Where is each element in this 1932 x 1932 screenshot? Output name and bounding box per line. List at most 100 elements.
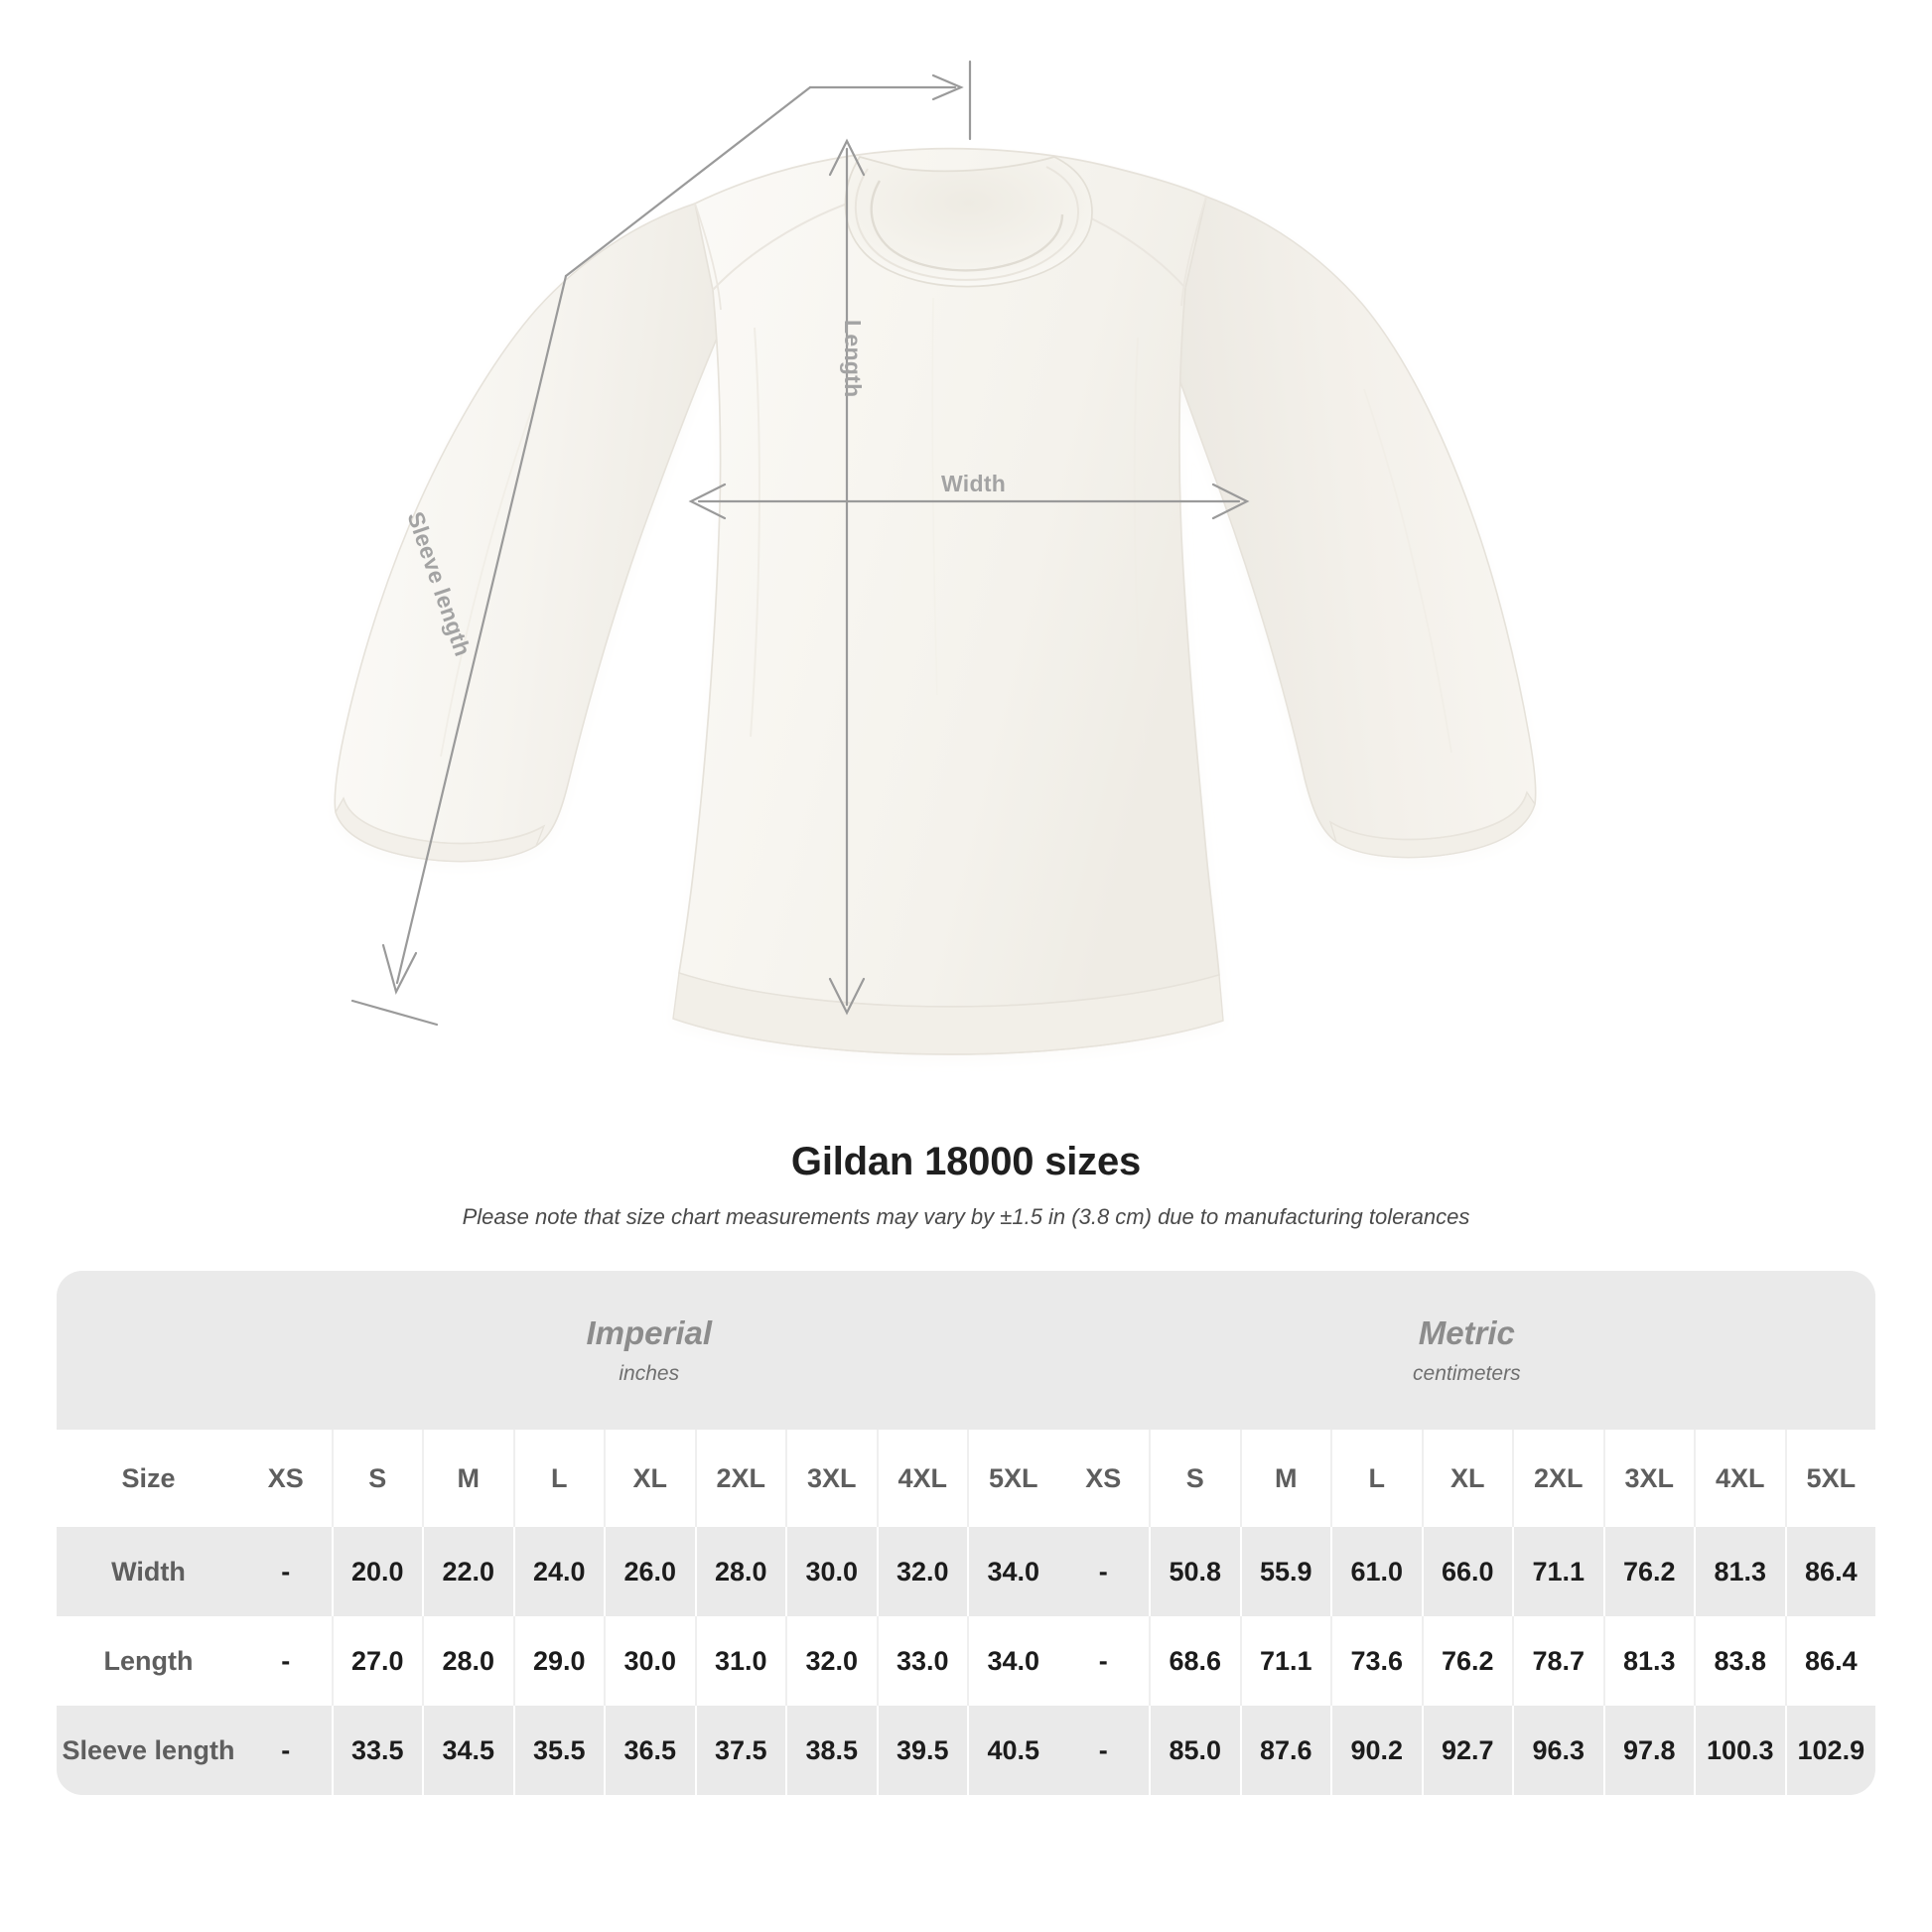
size-header-imperial-xs: XS — [240, 1430, 332, 1527]
cell-imperial-l: 29.0 — [512, 1616, 604, 1706]
cell-metric-4xl: 81.3 — [1694, 1527, 1785, 1616]
cell-imperial-xl: 36.5 — [604, 1706, 695, 1795]
cell-metric-l: 90.2 — [1330, 1706, 1422, 1795]
cell-metric-s: 85.0 — [1149, 1706, 1240, 1795]
size-header-metric-4xl: 4XL — [1694, 1430, 1785, 1527]
cell-imperial-4xl: 32.0 — [876, 1527, 967, 1616]
cell-imperial-4xl: 33.0 — [876, 1616, 967, 1706]
size-header-imperial-3xl: 3XL — [785, 1430, 877, 1527]
cell-metric-4xl: 100.3 — [1694, 1706, 1785, 1795]
cell-metric-5xl: 86.4 — [1784, 1527, 1876, 1616]
cell-imperial-3xl: 30.0 — [785, 1527, 877, 1616]
unit-banner-row: Imperial inches Metric centimeters — [57, 1271, 1876, 1430]
cell-metric-xs: - — [1057, 1706, 1149, 1795]
size-header-imperial-m: M — [422, 1430, 513, 1527]
cell-metric-m: 55.9 — [1239, 1527, 1330, 1616]
tolerance-note: Please note that size chart measurements… — [462, 1204, 1470, 1229]
cell-imperial-2xl: 37.5 — [694, 1706, 785, 1795]
length-arrowhead-up — [828, 138, 866, 177]
sleeve-cuff-tick — [350, 999, 439, 1027]
table-row: Length -27.0 28.0 29.0 30.0 31.0 32.0 33.0 34.0-… — [57, 1616, 1876, 1706]
cell-imperial-4xl: 39.5 — [876, 1706, 967, 1795]
cell-imperial-m: 28.0 — [422, 1616, 513, 1706]
cell-imperial-xl: 26.0 — [604, 1527, 695, 1616]
size-header-metric-s: S — [1149, 1430, 1240, 1527]
size-header-imperial-xl: XL — [604, 1430, 695, 1527]
size-header-imperial-2xl: 2XL — [694, 1430, 785, 1527]
sleeve-arrowhead-down — [381, 943, 418, 996]
cell-imperial-s: 20.0 — [331, 1527, 422, 1616]
cell-imperial-s: 27.0 — [331, 1616, 422, 1706]
cell-imperial-m: 22.0 — [422, 1527, 513, 1616]
cell-metric-2xl: 78.7 — [1512, 1616, 1603, 1706]
cell-imperial-l: 24.0 — [512, 1527, 604, 1616]
cell-metric-m: 87.6 — [1239, 1706, 1330, 1795]
cell-metric-2xl: 96.3 — [1512, 1706, 1603, 1795]
cell-metric-3xl: 76.2 — [1602, 1527, 1694, 1616]
cell-metric-2xl: 71.1 — [1512, 1527, 1603, 1616]
size-header-metric-3xl: 3XL — [1602, 1430, 1694, 1527]
cell-metric-m: 71.1 — [1239, 1616, 1330, 1706]
cell-imperial-xs: - — [240, 1616, 332, 1706]
sweatshirt-graphic — [334, 60, 1537, 1055]
cell-imperial-3xl: 32.0 — [785, 1616, 877, 1706]
cell-metric-l: 73.6 — [1330, 1616, 1422, 1706]
cell-imperial-s: 33.5 — [331, 1706, 422, 1795]
cell-imperial-xs: - — [240, 1527, 332, 1616]
cell-metric-xs: - — [1057, 1527, 1149, 1616]
size-header-metric-xs: XS — [1057, 1430, 1149, 1527]
size-header-metric-m: M — [1239, 1430, 1330, 1527]
unit-banner-spacer — [57, 1271, 240, 1430]
size-header-metric-2xl: 2XL — [1512, 1430, 1603, 1527]
width-arrowhead-left — [688, 483, 727, 520]
cell-imperial-2xl: 31.0 — [694, 1616, 785, 1706]
size-header-metric-5xl: 5XL — [1784, 1430, 1876, 1527]
cell-metric-xl: 66.0 — [1421, 1527, 1512, 1616]
row-label-length: Length — [57, 1616, 240, 1706]
size-header-metric-xl: XL — [1421, 1430, 1512, 1527]
cell-metric-xl: 76.2 — [1421, 1616, 1512, 1706]
cell-metric-3xl: 81.3 — [1602, 1616, 1694, 1706]
size-chart-table-container: Imperial inches Metric centimeters Size XS S M L… — [57, 1271, 1876, 1795]
unit-name: Imperial — [586, 1314, 713, 1352]
length-measure-label: Length — [840, 320, 866, 398]
size-header-row: Size XS S M L XL 2XL 3XL 4XL 5XL XS S M L XL 2XL 3XL 4XL 5… — [57, 1430, 1876, 1527]
garment-illustration: Width Length Sleeve length — [334, 60, 1537, 1055]
size-header-imperial-l: L — [512, 1430, 604, 1527]
sleeve-arrowhead-right — [931, 73, 964, 101]
cell-imperial-2xl: 28.0 — [694, 1527, 785, 1616]
width-arrowhead-right — [1211, 483, 1250, 520]
size-header-imperial-4xl: 4XL — [876, 1430, 967, 1527]
measurement-annotations — [350, 60, 1250, 1027]
cell-imperial-m: 34.5 — [422, 1706, 513, 1795]
size-header-label: Size — [57, 1430, 240, 1527]
size-header-imperial-s: S — [331, 1430, 422, 1527]
cell-imperial-3xl: 38.5 — [785, 1706, 877, 1795]
cell-metric-4xl: 83.8 — [1694, 1616, 1785, 1706]
cell-metric-xs: - — [1057, 1616, 1149, 1706]
size-header-metric-l: L — [1330, 1430, 1422, 1527]
unit-name: Metric — [1418, 1314, 1515, 1352]
cell-imperial-xs: - — [240, 1706, 332, 1795]
table-row: Sleeve length -33.5 34.5 35.5 36.5 37.5 38.5 39… — [57, 1706, 1876, 1795]
length-arrowhead-down — [828, 977, 866, 1016]
cell-imperial-5xl: 34.0 — [967, 1527, 1058, 1616]
size-chart-table: Imperial inches Metric centimeters Size XS S M L… — [57, 1271, 1876, 1795]
cell-metric-xl: 92.7 — [1421, 1706, 1512, 1795]
cell-imperial-5xl: 40.5 — [967, 1706, 1058, 1795]
size-header-imperial-5xl: 5XL — [967, 1430, 1058, 1527]
sleeve-shoulder-diagonal — [564, 85, 812, 278]
unit-header-metric: Metric centimeters — [1057, 1271, 1876, 1430]
sweatshirt-shape — [334, 147, 1537, 1055]
width-measure-label: Width — [941, 471, 1007, 496]
sleeve-body-diagonal — [395, 274, 568, 985]
cell-metric-s: 68.6 — [1149, 1616, 1240, 1706]
cell-metric-5xl: 86.4 — [1784, 1616, 1876, 1706]
cell-imperial-5xl: 34.0 — [967, 1616, 1058, 1706]
cell-metric-s: 50.8 — [1149, 1527, 1240, 1616]
cell-metric-l: 61.0 — [1330, 1527, 1422, 1616]
cell-imperial-xl: 30.0 — [604, 1616, 695, 1706]
unit-subtitle: inches — [619, 1361, 680, 1385]
row-label-sleeve-length: Sleeve length — [57, 1706, 240, 1795]
